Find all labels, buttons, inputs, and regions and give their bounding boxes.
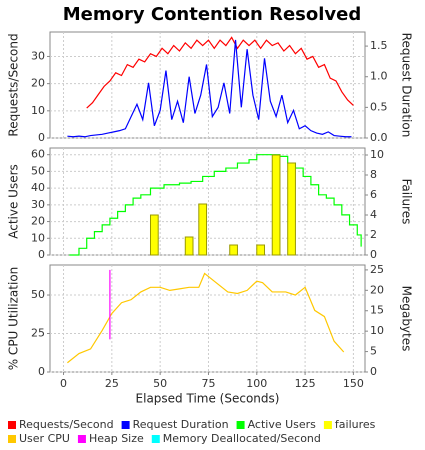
x-tick-label: 125 [295, 377, 316, 390]
bar [149, 214, 159, 256]
y2-tick-label: 4 [370, 208, 377, 221]
y-tick-label: 0 [38, 131, 45, 144]
y2-tick-label: 0.5 [370, 100, 388, 113]
legend-swatch [8, 435, 16, 443]
y2-tick-label: 8 [370, 168, 377, 181]
x-tick-label: 50 [153, 377, 167, 390]
bar [287, 162, 296, 256]
y2-tick-label: 10 [370, 148, 384, 161]
y-tick-label: 20 [31, 77, 45, 90]
x-tick-label: 0 [60, 377, 67, 390]
y2-tick-label: 5 [370, 345, 377, 358]
y2-tick-label: 0 [370, 248, 377, 261]
y2-tick-label: 2 [370, 228, 377, 241]
y-axis-label: % CPU Utilization [7, 267, 21, 371]
series-line [69, 154, 362, 256]
y-tick-label: 50 [31, 164, 45, 177]
y-tick-label: 20 [31, 215, 45, 228]
x-tick-label: 150 [343, 377, 364, 390]
legend-swatch [323, 421, 332, 429]
bar [198, 203, 208, 256]
bar [256, 244, 266, 256]
y2-tick-label: 0 [370, 365, 377, 378]
legend-swatch [77, 435, 86, 443]
bar [184, 236, 194, 256]
y2-tick-label: 20 [370, 283, 384, 296]
y2-axis-label: Megabytes [400, 286, 414, 352]
legend-swatch [8, 421, 16, 429]
y-tick-label: 50 [31, 288, 45, 301]
y2-tick-label: 15 [370, 304, 384, 317]
y-tick-label: 10 [31, 104, 45, 117]
y2-tick-label: 1.0 [370, 70, 388, 83]
y-tick-label: 0 [38, 365, 45, 378]
legend-label: Requests/Second [19, 418, 114, 431]
y-tick-label: 25 [31, 327, 45, 340]
plot-area [49, 31, 366, 139]
legend-label: Heap Size [89, 432, 144, 445]
legend-swatch [121, 421, 130, 429]
x-axis-label: Elapsed Time (Seconds) [136, 392, 280, 406]
y2-tick-label: 10 [370, 324, 384, 337]
y-tick-label: 30 [31, 198, 45, 211]
legend-label: Request Duration [133, 418, 229, 431]
legend-label: Active Users [248, 418, 317, 431]
series-line [67, 39, 352, 138]
y-tick-label: 10 [31, 231, 45, 244]
legend-label: Memory Deallocated/Second [163, 432, 321, 445]
y2-tick-label: 6 [370, 188, 377, 201]
y2-tick-label: 0.0 [370, 131, 388, 144]
y-tick-label: 60 [31, 148, 45, 161]
x-tick-label: 75 [201, 377, 215, 390]
legend-label: User CPU [19, 432, 70, 445]
x-tick-label: 100 [246, 377, 267, 390]
legend-label: failures [335, 418, 376, 431]
bar [229, 244, 238, 256]
legend-swatch [151, 435, 160, 443]
plot-area [49, 147, 366, 256]
y2-tick-label: 1.5 [370, 39, 388, 52]
y-axis-label: Active Users [7, 164, 21, 239]
y2-axis-label: Failures [400, 179, 414, 225]
bar [271, 154, 281, 256]
y-axis-label: Requests/Second [7, 33, 21, 136]
series-line [67, 272, 345, 364]
chart-title: Memory Contention Resolved [63, 4, 362, 25]
series-line [86, 36, 354, 109]
y-tick-label: 30 [31, 49, 45, 62]
y2-tick-label: 25 [370, 263, 384, 276]
plot-area [49, 264, 366, 373]
y-tick-label: 40 [31, 181, 45, 194]
y2-axis-label: Request Duration [400, 33, 414, 138]
x-tick-label: 25 [105, 377, 119, 390]
y-tick-label: 0 [38, 248, 45, 261]
legend-swatch [236, 421, 245, 429]
